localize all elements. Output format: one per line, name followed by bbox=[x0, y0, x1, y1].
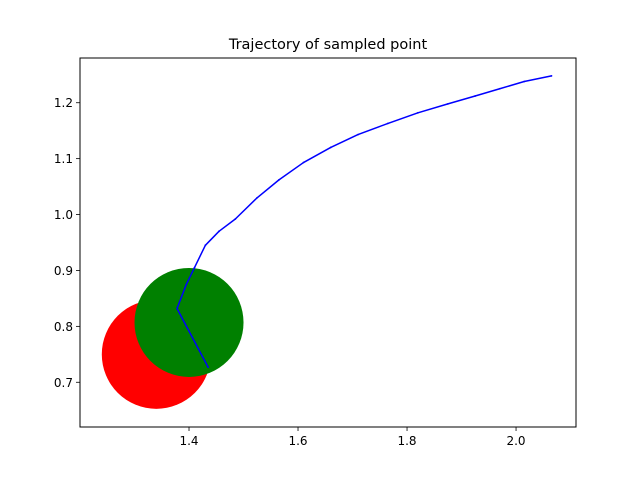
y-tick-label: 1.1 bbox=[54, 152, 73, 166]
x-tick-label: 1.8 bbox=[397, 434, 416, 448]
trajectory-point bbox=[498, 87, 501, 90]
trajectory-point bbox=[523, 80, 526, 83]
trajectory-point bbox=[218, 230, 220, 233]
x-tick-label: 2.0 bbox=[506, 434, 525, 448]
y-tick-label: 1.2 bbox=[54, 96, 73, 110]
trajectory-point bbox=[193, 266, 196, 269]
y-tick-label: 0.7 bbox=[54, 376, 73, 390]
y-tick-label: 0.8 bbox=[54, 320, 73, 334]
trajectory-point bbox=[204, 244, 207, 247]
circle-marker-2 bbox=[134, 267, 244, 377]
trajectory-point bbox=[234, 218, 237, 220]
x-axis: 1.4 1.6 1.8 2.0 bbox=[179, 427, 526, 448]
trajectory-point bbox=[474, 95, 477, 97]
trajectory-point bbox=[447, 102, 449, 105]
chart-title: Trajectory of sampled point bbox=[228, 37, 428, 53]
x-tick-label: 1.4 bbox=[179, 434, 198, 448]
axes-frame bbox=[79, 57, 577, 428]
trajectory-point bbox=[176, 307, 178, 310]
trajectory-point bbox=[302, 161, 305, 164]
y-axis: 0.7 0.8 0.9 1.0 1.1 1.2 bbox=[54, 96, 80, 390]
trajectory-point bbox=[387, 122, 389, 125]
trajectory-point bbox=[278, 178, 280, 181]
plot-area bbox=[101, 74, 553, 409]
trajectory-point bbox=[185, 283, 188, 286]
trajectory-point bbox=[207, 366, 209, 369]
trajectory-point bbox=[256, 196, 259, 199]
trajectory-point bbox=[550, 74, 553, 77]
x-tick-label: 1.6 bbox=[288, 434, 307, 448]
trajectory-point bbox=[357, 133, 359, 136]
trajectory-point bbox=[329, 146, 332, 149]
y-tick-label: 0.9 bbox=[54, 264, 73, 278]
y-tick-label: 1.0 bbox=[54, 208, 73, 222]
trajectory-point bbox=[417, 111, 419, 114]
